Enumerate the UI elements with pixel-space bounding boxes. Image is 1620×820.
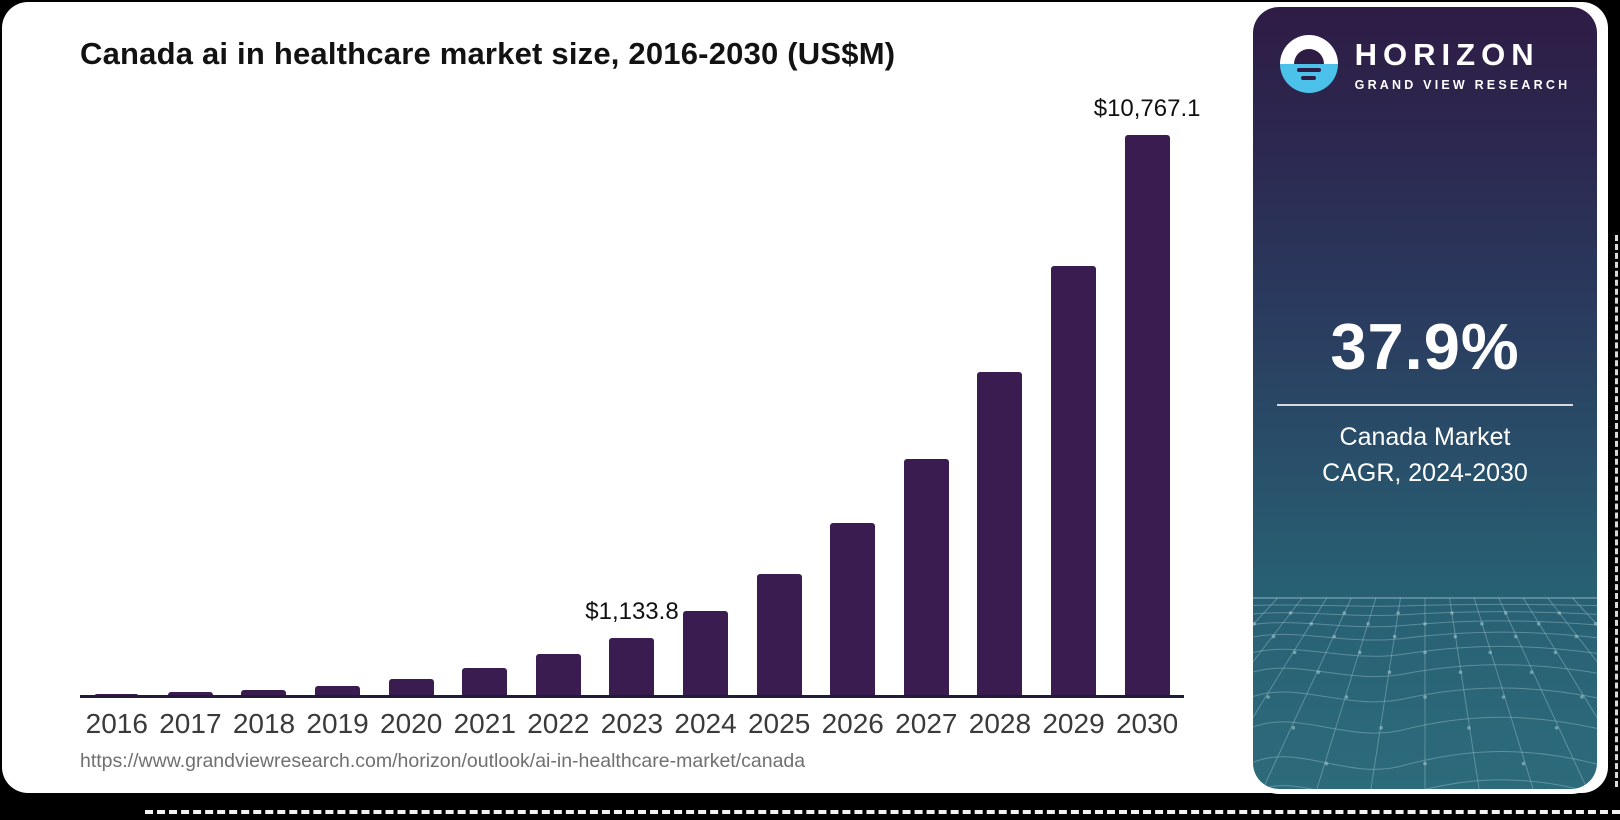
brand-subname: GRAND VIEW RESEARCH (1354, 77, 1571, 92)
bar-2024 (683, 610, 729, 697)
bar-2025 (756, 574, 802, 697)
x-tick-2022: 2022 (527, 708, 590, 739)
bar-slot-2023: $1,133.8 (585, 117, 679, 697)
x-tick-2028: 2028 (968, 708, 1032, 739)
x-tick-2029: 2029 (1042, 708, 1105, 739)
brand-logo: HORIZON GRAND VIEW RESEARCH (1253, 35, 1597, 93)
x-tick-2025: 2025 (747, 708, 811, 739)
bar-slot-2017 (154, 117, 228, 697)
bar-2026 (830, 523, 876, 697)
wireframe-mesh-decoration (1253, 597, 1597, 789)
x-tick-2026: 2026 (821, 708, 884, 739)
data-label-2030: $10,767.1 (1093, 95, 1201, 122)
brand-sidebar: HORIZON GRAND VIEW RESEARCH 37.9% Canada… (1253, 7, 1597, 789)
bar-slot-2026 (816, 117, 890, 697)
x-tick-2024: 2024 (674, 708, 737, 739)
stat-caption-line1: Canada Market (1339, 423, 1511, 451)
bar-2029 (1051, 265, 1097, 697)
x-tick-2018: 2018 (232, 708, 296, 739)
brand-text: HORIZON GRAND VIEW RESEARCH (1355, 37, 1571, 92)
x-tick-2027: 2027 (895, 708, 958, 739)
bar-slot-2016 (80, 117, 154, 697)
chart-title: Canada ai in healthcare market size, 201… (80, 36, 896, 71)
x-tick-2021: 2021 (453, 708, 516, 739)
bar-slot-2019 (301, 117, 375, 697)
cagr-value: 37.9% (1330, 310, 1520, 383)
x-tick-2023: 2023 (600, 708, 664, 739)
x-tick-2017: 2017 (159, 708, 222, 739)
x-tick-2016: 2016 (85, 708, 148, 739)
bar-slot-2029 (1037, 117, 1111, 697)
stat-divider (1277, 404, 1573, 406)
bar-slot-2024 (669, 117, 743, 697)
cagr-stat-block: 37.9% Canada Market CAGR, 2024-2030 (1253, 309, 1597, 491)
bar-slot-2027 (890, 117, 964, 697)
stat-caption-line2: CAGR, 2024-2030 (1322, 458, 1528, 487)
bar-2021 (462, 667, 508, 697)
bar-slot-2025 (742, 117, 816, 697)
bar-2018 (241, 690, 287, 697)
bar-2028 (977, 371, 1023, 697)
x-axis-labels: 2016 2017 2018 2019 2020 2021 2022 2023 2024 2025… (80, 708, 1184, 740)
bar-slot-2022 (522, 117, 596, 697)
bar-2019 (315, 686, 361, 697)
bar-2030 (1124, 135, 1170, 697)
bar-slot-2018 (227, 117, 301, 697)
bar-2017 (167, 692, 213, 697)
bar-2027 (903, 459, 949, 697)
x-axis-line (80, 695, 1184, 698)
bar-slot-2030: $10,767.1 (1094, 95, 1201, 697)
bar-2020 (388, 678, 434, 697)
x-tick-2030: 2030 (1115, 708, 1179, 739)
source-url: https://www.grandviewresearch.com/horizo… (80, 750, 806, 772)
bar-2022 (535, 654, 581, 697)
bottom-dashed-line-decoration (145, 810, 1620, 814)
data-label-2023: $1,133.8 (585, 597, 679, 625)
sun-horizon-icon (1279, 35, 1338, 93)
bar-slot-2028 (963, 117, 1037, 697)
x-tick-2019: 2019 (306, 708, 369, 739)
brand-name: HORIZON (1354, 36, 1540, 72)
bar-2023 (609, 637, 655, 697)
bar-slot-2020 (374, 117, 448, 697)
x-tick-2020: 2020 (380, 708, 443, 739)
bar-chart-plot-area: $1,133.8 $10,767.1 (80, 95, 1201, 697)
right-dashed-line-decoration (1615, 235, 1618, 787)
bar-slot-2021 (448, 117, 522, 697)
